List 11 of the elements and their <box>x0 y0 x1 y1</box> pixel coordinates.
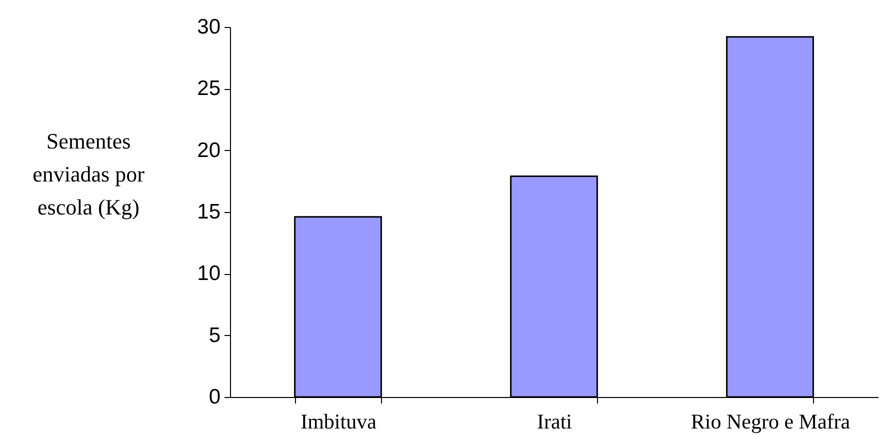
x-tick-label: Imbituva <box>300 410 378 434</box>
y-axis-title: Sementes enviadas por escola (Kg) <box>32 128 146 220</box>
y-tick-label: 0 <box>208 386 220 408</box>
y-tick-label: 5 <box>208 324 220 347</box>
y-tick-label: 30 <box>197 16 220 38</box>
x-tick-label: Irati <box>537 410 572 434</box>
y-tick-label: 10 <box>197 262 220 286</box>
y-tick-label: 25 <box>197 77 220 100</box>
x-tick-label: Rio Negro e Mafra <box>690 410 851 434</box>
y-tick-label: 15 <box>197 200 220 224</box>
y-tick-label: 20 <box>197 138 220 162</box>
